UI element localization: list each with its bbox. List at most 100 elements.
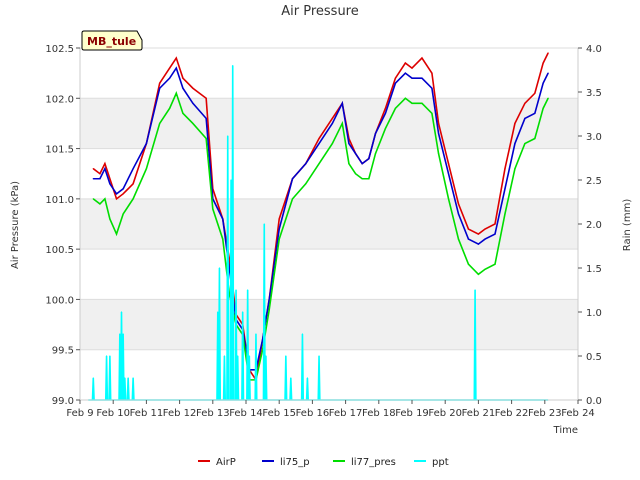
data-point-AirP bbox=[447, 163, 450, 165]
data-point-li77_pres bbox=[205, 137, 207, 140]
data-point-ppt bbox=[237, 355, 239, 357]
data-point-li75_p bbox=[92, 178, 94, 180]
data-point-li77_pres bbox=[404, 97, 406, 99]
data-point-li75_p bbox=[109, 183, 111, 185]
data-point-li77_pres bbox=[341, 122, 343, 125]
data-point-AirP bbox=[228, 258, 230, 260]
data-point-li75_p bbox=[348, 142, 350, 145]
data-point-li75_p bbox=[192, 102, 194, 104]
data-point-li75_p bbox=[182, 87, 184, 89]
data-point-li77_pres bbox=[524, 142, 526, 145]
data-point-li77_pres bbox=[122, 213, 124, 215]
y-tick-label: 102.5 bbox=[45, 44, 74, 55]
data-point-li77_pres bbox=[159, 122, 161, 125]
data-point-li75_p bbox=[542, 82, 544, 84]
data-point-ppt bbox=[119, 333, 121, 335]
y2-tick-label: 1.0 bbox=[586, 308, 602, 319]
data-point-AirP bbox=[514, 122, 516, 125]
data-point-li75_p bbox=[122, 188, 124, 190]
data-point-li75_p bbox=[159, 87, 161, 89]
y-tick-label: 102.0 bbox=[45, 94, 74, 105]
x-tick-label: Feb 19 bbox=[395, 408, 429, 419]
data-point-li75_p bbox=[394, 82, 396, 84]
data-point-AirP bbox=[318, 137, 320, 140]
data-point-li75_p bbox=[169, 77, 171, 79]
data-point-AirP bbox=[331, 117, 333, 119]
data-point-AirP bbox=[115, 198, 118, 200]
data-point-li77_pres bbox=[228, 293, 230, 295]
data-point-ppt bbox=[235, 289, 237, 291]
x-tick-label: Feb 21 bbox=[462, 408, 496, 419]
data-point-AirP bbox=[278, 218, 280, 220]
data-point-li77_pres bbox=[547, 97, 549, 99]
data-point-AirP bbox=[159, 82, 161, 84]
data-point-AirP bbox=[132, 183, 134, 185]
data-point-ppt bbox=[223, 355, 226, 357]
data-point-li77_pres bbox=[318, 163, 320, 165]
data-point-li77_pres bbox=[467, 263, 470, 265]
data-point-ppt bbox=[301, 333, 304, 335]
data-point-li77_pres bbox=[268, 308, 270, 311]
data-point-AirP bbox=[99, 173, 101, 175]
x-tick-label: Feb 16 bbox=[296, 408, 330, 419]
x-axis-label: Time bbox=[553, 425, 578, 436]
legend-label-li75_p: li75_p bbox=[280, 457, 310, 468]
data-point-li75_p bbox=[384, 112, 387, 114]
data-point-li75_p bbox=[145, 142, 147, 145]
data-point-li77_pres bbox=[175, 92, 177, 94]
data-point-li75_p bbox=[514, 142, 516, 145]
data-point-ppt bbox=[248, 355, 250, 357]
data-point-li75_p bbox=[104, 168, 106, 170]
x-tick-label: Feb 20 bbox=[428, 408, 462, 419]
data-point-ppt bbox=[306, 377, 309, 379]
y-tick-label: 100.5 bbox=[45, 245, 74, 256]
data-point-AirP bbox=[524, 102, 526, 104]
data-point-ppt bbox=[109, 355, 111, 357]
data-point-ppt bbox=[105, 355, 108, 357]
data-point-li77_pres bbox=[484, 268, 486, 270]
chart-title: Air Pressure bbox=[281, 4, 359, 19]
x-tick-label: Feb 14 bbox=[229, 408, 263, 419]
axes: 99.0 99.5 100.0 100.5 101.0 101.5 102.0 102.5 0.… bbox=[45, 44, 602, 419]
data-point-li75_p bbox=[524, 117, 526, 119]
data-point-li77_pres bbox=[494, 263, 496, 265]
data-point-li77_pres bbox=[384, 127, 387, 130]
data-point-ppt bbox=[92, 377, 94, 379]
data-point-li77_pres bbox=[212, 208, 214, 210]
data-point-AirP bbox=[175, 57, 177, 59]
data-point-li75_p bbox=[222, 218, 224, 220]
data-point-AirP bbox=[484, 228, 486, 230]
legend-label-AirP: AirP bbox=[216, 457, 236, 468]
data-point-li75_p bbox=[354, 153, 357, 155]
data-point-li77_pres bbox=[421, 102, 423, 104]
data-point-li75_p bbox=[534, 112, 536, 114]
data-point-AirP bbox=[92, 168, 94, 170]
data-point-ppt bbox=[255, 333, 257, 335]
x-tick-label: Feb 22 bbox=[495, 408, 529, 419]
data-point-AirP bbox=[122, 193, 124, 195]
data-point-AirP bbox=[411, 67, 413, 69]
grid-band bbox=[80, 299, 578, 350]
x-tick-label: Feb 12 bbox=[163, 408, 197, 419]
series-layer bbox=[88, 52, 549, 401]
x-tick-label: Feb 11 bbox=[130, 408, 164, 419]
data-point-li77_pres bbox=[361, 178, 363, 180]
data-point-ppt bbox=[285, 355, 287, 357]
data-point-AirP bbox=[169, 67, 171, 69]
data-point-li77_pres bbox=[169, 107, 171, 109]
x-tick-label: Feb 15 bbox=[262, 408, 296, 419]
data-point-ppt bbox=[242, 311, 244, 313]
data-point-ppt bbox=[247, 289, 249, 291]
data-point-li75_p bbox=[262, 339, 264, 341]
data-point-li75_p bbox=[374, 132, 377, 135]
data-point-ppt bbox=[217, 311, 219, 313]
data-point-li77_pres bbox=[109, 218, 111, 220]
data-point-li75_p bbox=[404, 72, 406, 74]
x-tick-label: Feb 23 bbox=[528, 408, 562, 419]
data-point-li77_pres bbox=[431, 112, 433, 114]
data-point-li77_pres bbox=[99, 203, 101, 205]
data-point-li77_pres bbox=[542, 107, 544, 109]
data-point-li75_p bbox=[547, 72, 549, 74]
data-point-li77_pres bbox=[331, 142, 333, 145]
